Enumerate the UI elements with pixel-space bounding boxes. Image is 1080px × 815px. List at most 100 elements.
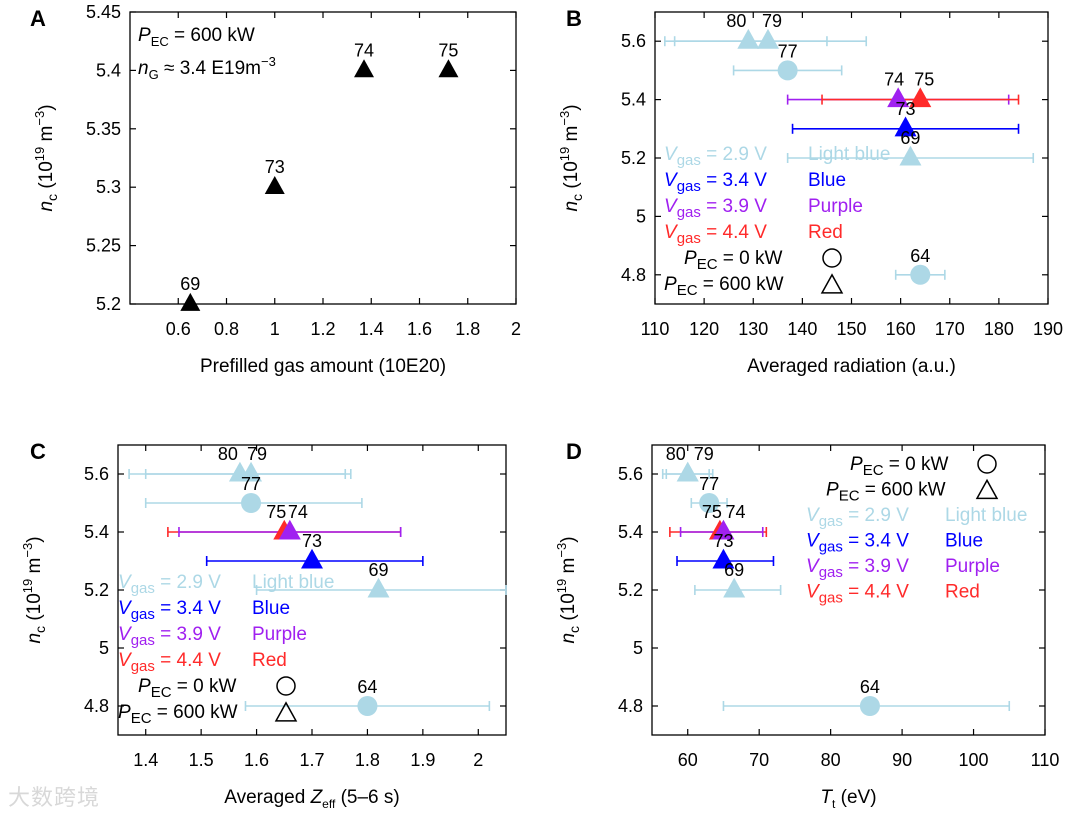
point-label: 73: [713, 531, 733, 551]
y-axis-label: nc (1019 m−3): [20, 536, 48, 643]
x-tick-label: 0.6: [166, 319, 191, 339]
legend-color-name: Purple: [945, 556, 1000, 577]
y-tick-label: 5.2: [96, 294, 121, 314]
x-axis-label: Averaged Zeff (5–6 s): [224, 787, 399, 811]
data-point-triangle: [301, 548, 323, 569]
panel-letter: A: [30, 6, 46, 31]
y-axis-label: nc (1019 m−3): [554, 536, 582, 643]
data-point-triangle: [909, 87, 932, 108]
legend-entry: PEC = 600 kW: [826, 480, 946, 505]
x-tick-label: 110: [641, 319, 670, 339]
x-tick-label: 2: [511, 319, 521, 339]
legend-color-name: Red: [945, 582, 980, 603]
y-tick-label: 5.4: [618, 522, 643, 542]
y-tick-label: 5.6: [84, 464, 109, 484]
data-point-circle: [859, 696, 880, 716]
panel-a: A 0.6 0.8 1 1.2 1.4 1.6 1.8 2 5.2 5.25 5.3 5.35 5.4 5.…: [30, 2, 521, 377]
point-label: 69: [900, 128, 920, 148]
legend-entry: PEC = 0 kW: [684, 248, 783, 273]
y-tick-label: 5.45: [86, 2, 121, 22]
point-label: 69: [180, 274, 200, 294]
legend-entry: Vgas = 2.9 V: [664, 144, 767, 169]
y-tick-label: 5.4: [84, 522, 109, 542]
point-label: 75: [914, 70, 934, 90]
x-tick-label: 60: [678, 750, 698, 770]
x-tick-label: 1: [270, 319, 280, 339]
legend-entry: PEC = 0 kW: [850, 454, 949, 479]
panel-b: B 110 120 130 140 150 160 170 180 190 4.8 5 5.2 5.4 5.…: [557, 6, 1063, 377]
x-tick-label: 170: [935, 319, 965, 339]
x-tick-label: 1.2: [310, 319, 335, 339]
point-label: 80: [666, 444, 686, 464]
x-tick-label: 1.7: [299, 750, 324, 770]
data-point-triangle: [899, 145, 922, 166]
point-label: 74: [884, 70, 904, 90]
point-label: 74: [354, 40, 374, 60]
y-axis-label: nc (1019 m−3): [32, 104, 60, 211]
point-label: 75: [266, 502, 286, 522]
legend-circle-icon: [977, 454, 997, 474]
x-tick-label: 0.8: [214, 319, 239, 339]
point-label: 79: [247, 444, 267, 464]
point-label: 74: [288, 502, 308, 522]
legend-entry: Vgas = 4.4 V: [664, 222, 767, 247]
point-label: 73: [265, 157, 285, 177]
legend-entry: PEC = 600 kW: [664, 274, 784, 299]
y-tick-label: 5.25: [86, 236, 121, 256]
point-label: 77: [778, 41, 798, 61]
legend-color-name: Light blue: [945, 505, 1027, 526]
data-point-triangle: [278, 519, 301, 540]
legend-triangle-icon: [820, 273, 844, 294]
x-tick-label: 150: [836, 319, 866, 339]
data-point-triangle: [676, 461, 699, 482]
point-label: 79: [694, 444, 714, 464]
x-tick-label: 1.6: [244, 750, 269, 770]
y-tick-label: 5: [636, 206, 646, 226]
data-point-circle: [910, 264, 931, 285]
y-tick-label: 5.3: [96, 177, 121, 197]
x-tick-label: 120: [689, 319, 719, 339]
y-tick-label: 4.8: [618, 696, 643, 716]
annotation: PEC = 600 kW: [138, 25, 255, 49]
data-point-triangle: [438, 59, 459, 78]
y-axis-label: nc (1019 m−3): [557, 104, 585, 211]
legend-color-name: Blue: [808, 170, 846, 191]
legend-entry: Vgas = 3.9 V: [806, 556, 909, 581]
point-label: 73: [896, 99, 916, 119]
x-tick-label: 70: [749, 750, 769, 770]
x-tick-label: 1.8: [455, 319, 480, 339]
point-label: 75: [438, 40, 458, 60]
y-tick-label: 4.8: [621, 265, 646, 285]
legend-circle-icon: [276, 676, 296, 696]
legend-entry: Vgas = 4.4 V: [806, 582, 909, 607]
legend-color-name: Red: [808, 222, 843, 243]
panel-letter: D: [566, 439, 582, 464]
data-point-triangle: [240, 461, 263, 482]
y-tick-label: 5: [633, 638, 643, 658]
point-label: 64: [357, 677, 377, 697]
y-tick-label: 5.2: [618, 580, 643, 600]
point-label: 69: [368, 560, 388, 580]
x-tick-label: 1.8: [355, 750, 380, 770]
legend-entry: Vgas = 3.4 V: [118, 598, 221, 623]
legend-entry: Vgas = 3.9 V: [664, 196, 767, 221]
x-tick-label: 1.9: [410, 750, 435, 770]
y-tick-label: 5: [99, 638, 109, 658]
data-point-triangle: [712, 548, 735, 569]
legend-color-name: Blue: [945, 531, 983, 552]
watermark: 大数跨境: [8, 786, 101, 811]
legend-entry: PEC = 600 kW: [118, 702, 238, 727]
x-tick-label: 80: [821, 750, 841, 770]
panel-c: C 1.4 1.5 1.6 1.7 1.8 1.9 2 4.8 5 5.2 5.4 5.6 nc (101…: [20, 439, 507, 811]
x-tick-label: 1.6: [407, 319, 432, 339]
x-tick-label: 130: [738, 319, 768, 339]
data-point-triangle: [887, 87, 910, 108]
y-tick-label: 5.2: [84, 580, 109, 600]
legend-entry: Vgas = 4.4 V: [118, 650, 221, 675]
data-point-triangle: [737, 28, 760, 49]
y-tick-label: 5.6: [621, 31, 646, 51]
x-tick-label: 1.5: [189, 750, 214, 770]
y-tick-label: 5.35: [86, 119, 121, 139]
legend-color-name: Light blue: [252, 572, 334, 593]
